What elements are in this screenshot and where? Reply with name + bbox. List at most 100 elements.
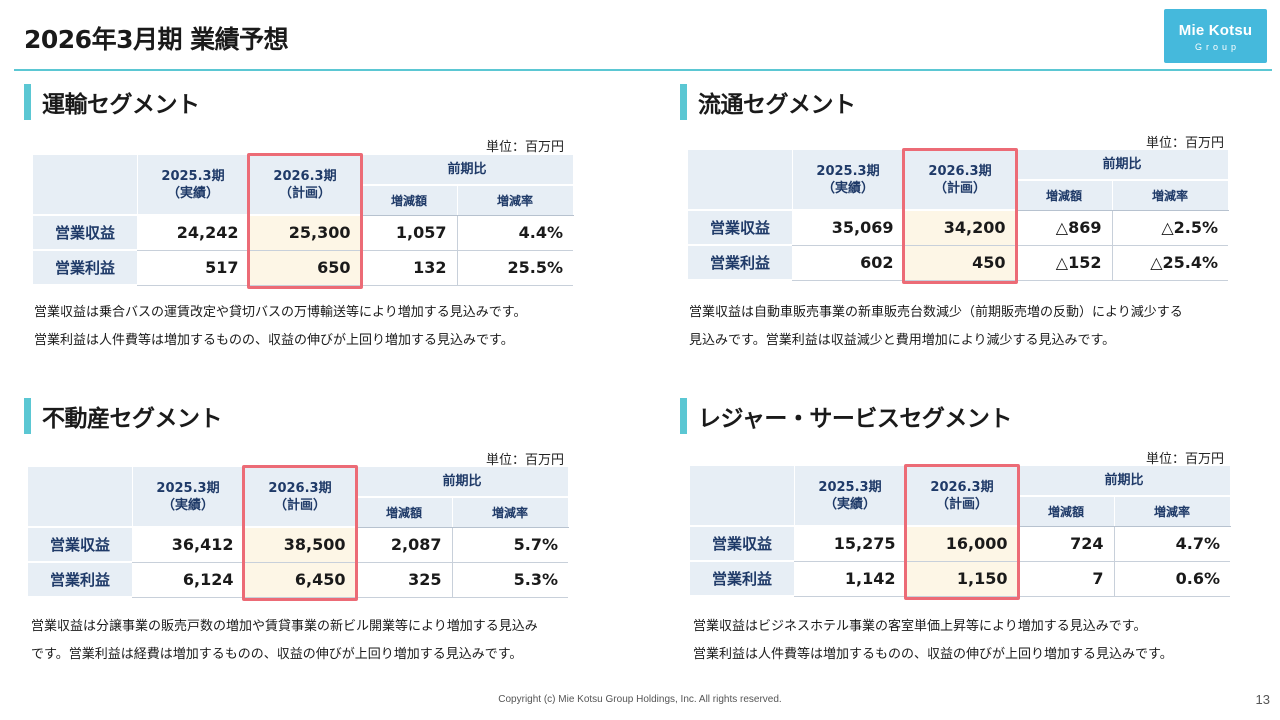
segment-heading-transport: 運輸セグメント <box>24 84 200 120</box>
table-row: 営業収益 15,275 16,000 724 4.7% <box>690 526 1231 562</box>
segment-accent-bar <box>680 84 687 120</box>
value-diff: 2,087 <box>356 527 453 563</box>
table-row: 営業利益 517 650 132 25.5% <box>33 250 574 286</box>
segment-heading-real-estate: 不動産セグメント <box>24 398 223 434</box>
value-diff: △869 <box>1016 210 1113 246</box>
value-prev: 517 <box>137 250 250 286</box>
value-plan: 650 <box>249 250 362 286</box>
value-rate: 5.3% <box>452 562 569 598</box>
unit-label: 単位：百万円 <box>1145 136 1224 151</box>
segment-accent-bar <box>24 398 31 434</box>
table-row: 営業収益 36,412 38,500 2,087 5.7% <box>28 527 569 563</box>
segment-table-transport: 2025.3期 （実績） 2026.3期 （計画） 前期比 増減額 増減率 営業収益… <box>33 155 574 286</box>
value-rate: 4.7% <box>1114 526 1231 562</box>
row-label: 営業利益 <box>688 245 792 281</box>
col-header-prev: 2025.3期 （実績） <box>137 155 250 216</box>
value-prev: 36,412 <box>132 527 245 563</box>
value-prev: 35,069 <box>792 210 905 246</box>
logo-subtext: Group <box>1194 42 1240 52</box>
segment-title: レジャー・サービスセグメント <box>698 406 1012 432</box>
table-row: 営業収益 24,242 25,300 1,057 4.4% <box>33 215 574 251</box>
row-label: 営業利益 <box>690 561 794 597</box>
row-label: 営業収益 <box>28 527 132 563</box>
segment-accent-bar <box>680 398 687 434</box>
col-header-yoy: 前期比 <box>356 467 569 498</box>
table-corner <box>688 150 793 211</box>
value-rate: △25.4% <box>1112 245 1229 281</box>
col-header-diff: 増減額 <box>356 497 453 528</box>
col-header-diff: 増減額 <box>361 185 458 216</box>
table-row: 営業利益 1,142 1,150 7 0.6% <box>690 561 1231 597</box>
col-header-prev: 2025.3期 （実績） <box>132 467 245 528</box>
table-corner <box>28 467 133 528</box>
value-diff: 1,057 <box>361 215 458 251</box>
segment-description: 営業収益は自動車販売事業の新車販売台数減少（前期販売増の反動）により減少する 見… <box>689 305 1183 348</box>
col-header-diff: 増減額 <box>1018 496 1115 527</box>
segment-title: 運輸セグメント <box>42 92 200 118</box>
value-plan: 34,200 <box>904 210 1017 246</box>
value-rate: 25.5% <box>457 250 574 286</box>
value-prev: 15,275 <box>794 526 907 562</box>
segment-description: 営業収益は乗合バスの運賃改定や貸切バスの万博輸送等により増加する見込みです。 営… <box>34 305 527 348</box>
col-header-plan: 2026.3期 （計画） <box>904 150 1017 211</box>
value-plan: 16,000 <box>906 526 1019 562</box>
col-header-plan: 2026.3期 （計画） <box>906 466 1019 527</box>
col-header-rate: 増減率 <box>457 185 574 216</box>
unit-label: 単位：百万円 <box>485 140 564 155</box>
value-rate: 0.6% <box>1114 561 1231 597</box>
value-prev: 6,124 <box>132 562 245 598</box>
value-plan: 6,450 <box>244 562 357 598</box>
page-number: 13 <box>1255 692 1270 707</box>
segment-description: 営業収益は分譲事業の販売戸数の増加や賃貸事業の新ビル開業等により増加する見込み … <box>31 619 538 662</box>
segment-accent-bar <box>24 84 31 120</box>
unit-label: 単位：百万円 <box>485 453 564 468</box>
row-label: 営業利益 <box>33 250 137 286</box>
table-corner <box>690 466 795 527</box>
value-prev: 24,242 <box>137 215 250 251</box>
segment-heading-retail: 流通セグメント <box>680 84 856 120</box>
unit-label: 単位：百万円 <box>1145 452 1224 467</box>
segment-title: 流通セグメント <box>698 92 856 118</box>
segment-table-real-estate: 2025.3期 （実績） 2026.3期 （計画） 前期比 増減額 増減率 営業収益… <box>28 467 569 598</box>
segment-table-leisure-service: 2025.3期 （実績） 2026.3期 （計画） 前期比 増減額 増減率 営業収益… <box>690 466 1231 597</box>
table-row: 営業収益 35,069 34,200 △869 △2.5% <box>688 210 1229 246</box>
value-diff: 724 <box>1018 526 1115 562</box>
value-diff: 325 <box>356 562 453 598</box>
segment-title: 不動産セグメント <box>42 406 223 432</box>
value-diff: 132 <box>361 250 458 286</box>
logo-text: Mie Kotsu <box>1178 22 1253 39</box>
col-header-rate: 増減率 <box>452 497 569 528</box>
value-rate: △2.5% <box>1112 210 1229 246</box>
col-header-diff: 増減額 <box>1016 180 1113 211</box>
col-header-yoy: 前期比 <box>361 155 574 186</box>
value-plan: 1,150 <box>906 561 1019 597</box>
table-row: 営業利益 6,124 6,450 325 5.3% <box>28 562 569 598</box>
value-rate: 5.7% <box>452 527 569 563</box>
col-header-prev: 2025.3期 （実績） <box>792 150 905 211</box>
title-divider <box>14 69 1272 71</box>
row-label: 営業収益 <box>688 210 792 246</box>
value-prev: 602 <box>792 245 905 281</box>
col-header-prev: 2025.3期 （実績） <box>794 466 907 527</box>
company-logo: Mie Kotsu Group <box>1164 9 1267 63</box>
col-header-yoy: 前期比 <box>1016 150 1229 181</box>
value-rate: 4.4% <box>457 215 574 251</box>
col-header-rate: 増減率 <box>1114 496 1231 527</box>
value-plan: 25,300 <box>249 215 362 251</box>
col-header-rate: 増減率 <box>1112 180 1229 211</box>
page-title: 2026年3月期 業績予想 <box>24 25 289 54</box>
segment-table-retail: 2025.3期 （実績） 2026.3期 （計画） 前期比 増減額 増減率 営業収益… <box>688 150 1229 281</box>
value-diff: 7 <box>1018 561 1115 597</box>
segment-heading-leisure-service: レジャー・サービスセグメント <box>680 398 1012 434</box>
col-header-plan: 2026.3期 （計画） <box>249 155 362 216</box>
value-plan: 38,500 <box>244 527 357 563</box>
copyright-notice: Copyright (c) Mie Kotsu Group Holdings, … <box>498 694 782 705</box>
value-plan: 450 <box>904 245 1017 281</box>
row-label: 営業収益 <box>690 526 794 562</box>
table-row: 営業利益 602 450 △152 △25.4% <box>688 245 1229 281</box>
value-diff: △152 <box>1016 245 1113 281</box>
segment-description: 営業収益はビジネスホテル事業の客室単価上昇等により増加する見込みです。 営業利益… <box>693 619 1173 662</box>
col-header-plan: 2026.3期 （計画） <box>244 467 357 528</box>
row-label: 営業収益 <box>33 215 137 251</box>
col-header-yoy: 前期比 <box>1018 466 1231 497</box>
